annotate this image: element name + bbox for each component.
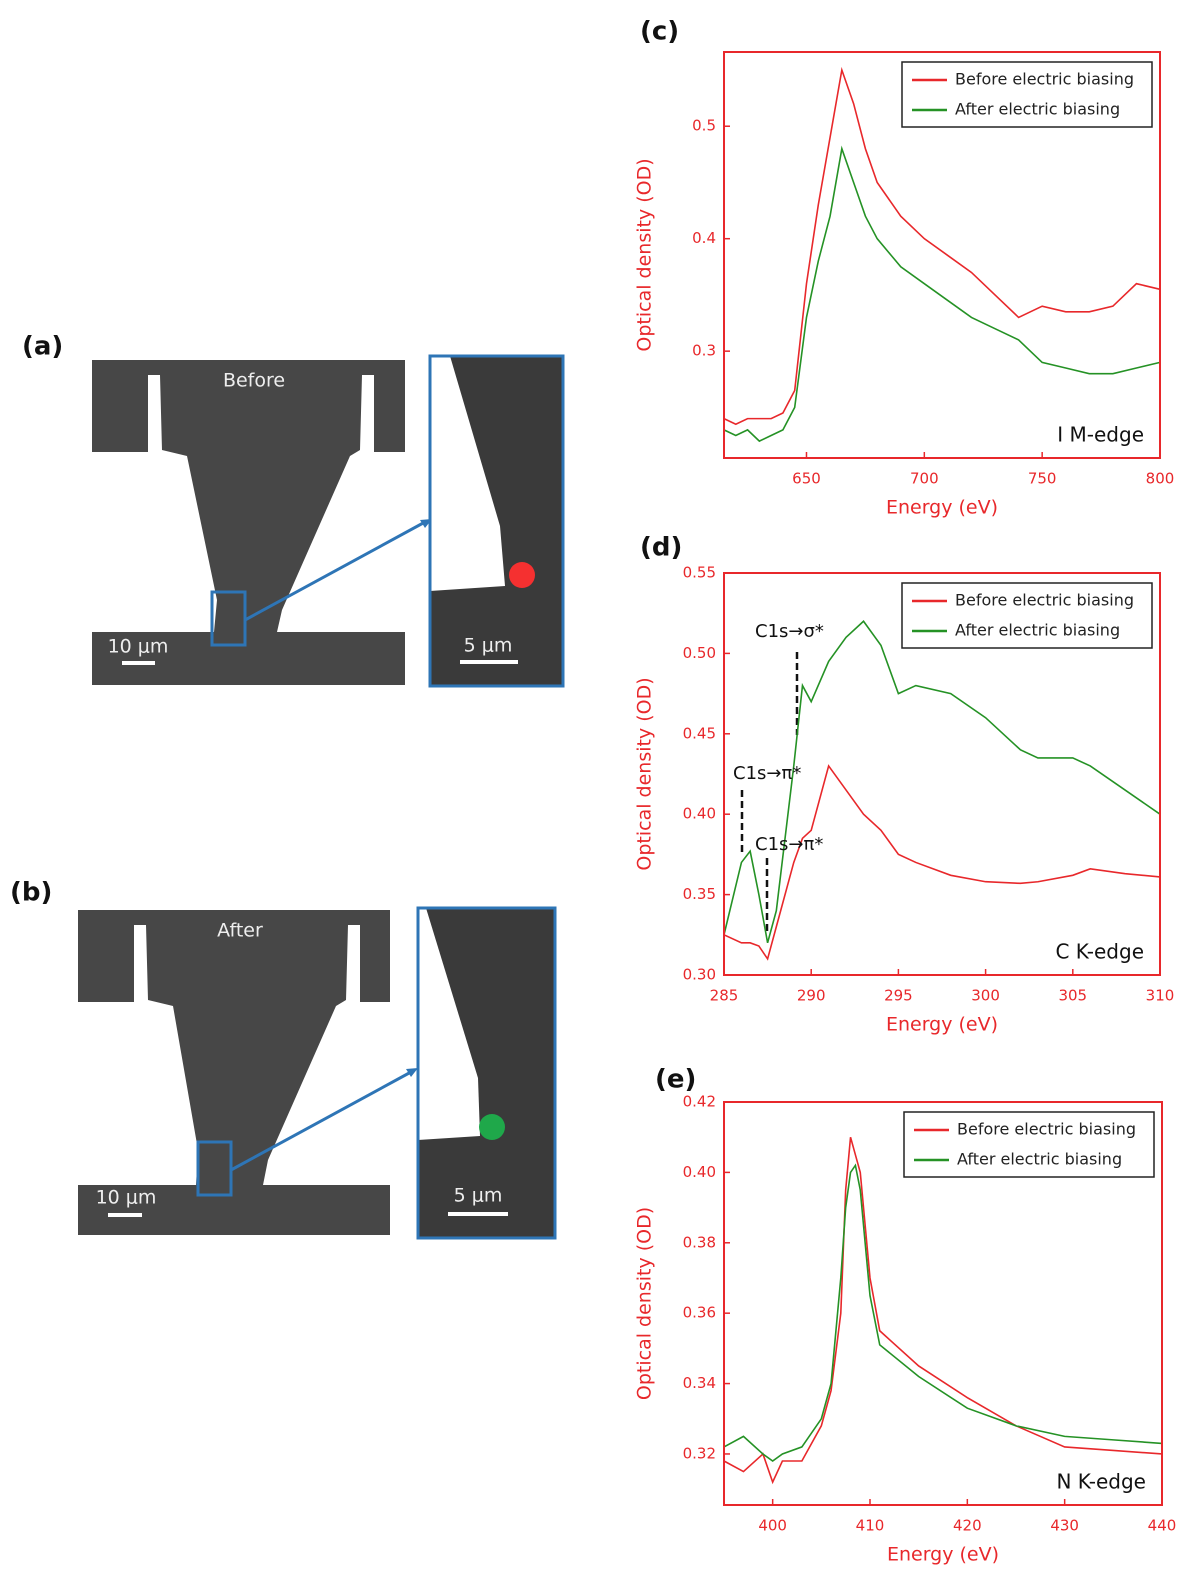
- plus-sign: +: [308, 599, 328, 627]
- peak-guides: [740, 652, 799, 935]
- series-line: [723, 620, 1161, 944]
- x-tick-label: 440: [1148, 1517, 1177, 1535]
- series-line: [723, 1163, 1163, 1462]
- legend-label: Before electric biasing: [957, 1120, 1136, 1139]
- x-tick-label: 650: [792, 470, 821, 488]
- x-axis-label: Energy (eV): [887, 1544, 999, 1566]
- peak-label: C1s→π*: [733, 763, 801, 784]
- series-line: [723, 66, 1161, 426]
- y-axis-label: Optical density (OD): [634, 158, 656, 351]
- x-tick-label: 310: [1146, 987, 1175, 1005]
- micrograph: Before - + 10 μm: [92, 360, 405, 685]
- x-tick-label: 750: [1028, 470, 1057, 488]
- legend-label: After electric biasing: [957, 1150, 1122, 1169]
- plus-sign: +: [282, 1155, 302, 1183]
- inset: 5 μm: [428, 354, 565, 688]
- panel-label: (d): [640, 533, 682, 563]
- panel-label: (a): [22, 332, 63, 362]
- x-tick-label: 300: [971, 987, 1000, 1005]
- y-tick-label: 0.38: [683, 1233, 716, 1251]
- y-tick-label: 0.4: [692, 229, 716, 247]
- y-tick-label: 0.40: [683, 805, 716, 823]
- plot-frame: [723, 572, 1161, 976]
- legend-box: [901, 582, 1153, 649]
- y-tick-label: 0.34: [683, 1374, 716, 1392]
- x-tick-label: 400: [758, 1517, 787, 1535]
- peak-label: C1s→σ*: [755, 621, 824, 642]
- x-tick-label: 285: [710, 987, 739, 1005]
- edge-label: C K-edge: [1055, 940, 1144, 964]
- x-tick-label: 420: [953, 1517, 982, 1535]
- minus-sign: -: [177, 597, 187, 625]
- legend-box: [903, 1111, 1155, 1178]
- scale-bar-label: 10 μm: [96, 1187, 157, 1209]
- y-tick-label: 0.45: [683, 724, 716, 742]
- x-tick-label: 290: [797, 987, 826, 1005]
- legend-label: Before electric biasing: [955, 70, 1134, 89]
- legend-label: After electric biasing: [955, 621, 1120, 640]
- y-axis-label: Optical density (OD): [634, 1207, 656, 1400]
- y-tick-label: 0.30: [683, 966, 716, 984]
- micrograph: After - + 10 μm: [78, 910, 390, 1235]
- edge-label: N K-edge: [1056, 1470, 1146, 1494]
- x-axis-label: Energy (eV): [886, 497, 998, 519]
- series-line: [723, 764, 1161, 961]
- image-title: After: [217, 920, 263, 942]
- y-tick-label: 0.42: [683, 1093, 716, 1111]
- plot-frame: [723, 1101, 1163, 1506]
- x-tick-label: 295: [884, 987, 913, 1005]
- y-tick-label: 0.55: [683, 564, 716, 582]
- plot-frame: [723, 51, 1161, 459]
- series-line: [723, 1136, 1163, 1485]
- y-tick-label: 0.35: [683, 885, 716, 903]
- legend-box: [901, 61, 1153, 128]
- x-tick-label: 430: [1050, 1517, 1079, 1535]
- y-tick-label: 0.36: [683, 1304, 716, 1322]
- peak-label: C1s→π*: [755, 834, 823, 855]
- inset-scale-label: 5 μm: [454, 1185, 503, 1207]
- scale-bar-label: 10 μm: [108, 636, 169, 658]
- legend-label: Before electric biasing: [955, 591, 1134, 610]
- inset: 5 μm: [416, 906, 557, 1240]
- x-tick-label: 700: [910, 470, 939, 488]
- x-tick-label: 305: [1058, 987, 1087, 1005]
- image-title: Before: [223, 370, 285, 392]
- y-tick-label: 0.3: [692, 342, 716, 360]
- y-tick-label: 0.32: [683, 1444, 716, 1462]
- y-tick-label: 0.5: [692, 117, 716, 135]
- y-tick-label: 0.50: [683, 644, 716, 662]
- panel-label: (c): [640, 17, 679, 47]
- inset-scale-label: 5 μm: [464, 635, 513, 657]
- edge-label: I M-edge: [1057, 423, 1144, 447]
- y-axis-label: Optical density (OD): [634, 677, 656, 870]
- x-axis-label: Energy (eV): [886, 1014, 998, 1036]
- series-line: [723, 145, 1161, 443]
- panel-label: (e): [655, 1065, 696, 1095]
- x-tick-label: 800: [1146, 470, 1175, 488]
- legend-label: After electric biasing: [955, 100, 1120, 119]
- minus-sign: -: [167, 1149, 177, 1177]
- x-tick-label: 410: [856, 1517, 885, 1535]
- y-tick-label: 0.40: [683, 1163, 716, 1181]
- panel-label: (b): [10, 878, 52, 908]
